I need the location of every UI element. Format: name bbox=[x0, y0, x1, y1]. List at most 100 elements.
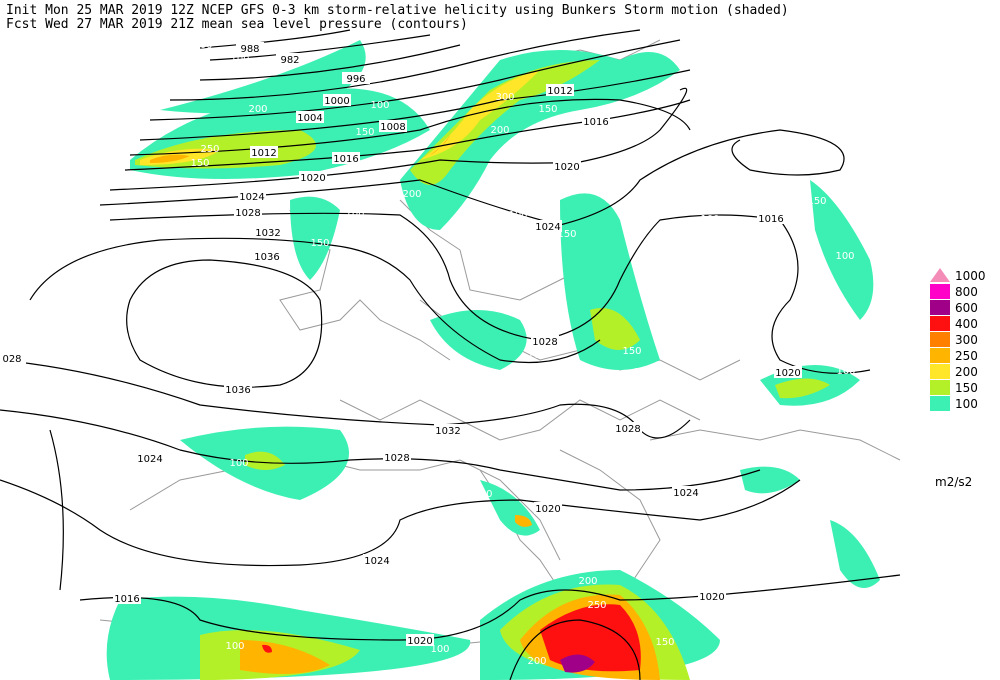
legend-swatch bbox=[930, 284, 950, 299]
label-background bbox=[406, 634, 434, 646]
isobar-label: 1024 bbox=[673, 488, 698, 499]
legend-label: 250 bbox=[955, 349, 978, 363]
label-background bbox=[614, 422, 642, 434]
helicity-label: 100 bbox=[700, 214, 719, 225]
isobar bbox=[199, 44, 461, 81]
helicity-area bbox=[515, 515, 532, 527]
coastline bbox=[559, 449, 661, 601]
isobar-label: 996 bbox=[346, 74, 365, 85]
helicity-label: 150 bbox=[557, 229, 576, 240]
legend-unit: m2/s2 bbox=[935, 475, 972, 489]
helicity-label: 150 bbox=[310, 238, 329, 249]
label-background bbox=[0, 352, 26, 364]
label-background bbox=[299, 171, 327, 183]
label-background bbox=[224, 383, 252, 395]
isobar-label: 1020 bbox=[554, 162, 579, 173]
helicity-area bbox=[740, 466, 800, 494]
isobar-label: 1020 bbox=[300, 173, 325, 184]
helicity-area bbox=[560, 654, 595, 673]
helicity-area bbox=[590, 308, 640, 350]
isobar bbox=[126, 259, 323, 388]
helicity-label: 250 bbox=[200, 144, 219, 155]
legend-label: 400 bbox=[955, 317, 978, 331]
isobar-label: 1024 bbox=[364, 556, 389, 567]
legend-label: 800 bbox=[955, 285, 978, 299]
isobar-label: 1024 bbox=[535, 222, 560, 233]
helicity-label: 150 bbox=[655, 637, 674, 648]
helicity-area bbox=[420, 70, 540, 160]
legend-swatch bbox=[930, 380, 950, 395]
helicity-label: 150 bbox=[622, 346, 641, 357]
helicity-label: 100 bbox=[825, 349, 844, 360]
coastline bbox=[399, 199, 601, 301]
legend-label: 1000 bbox=[955, 269, 986, 283]
helicity-area bbox=[830, 520, 880, 588]
isobar bbox=[79, 574, 901, 641]
isobar bbox=[49, 429, 64, 591]
helicity-label: 300 bbox=[495, 92, 514, 103]
helicity-label: 200 bbox=[193, 40, 212, 51]
label-background bbox=[546, 84, 574, 96]
legend-swatch bbox=[930, 316, 950, 331]
legend-swatch bbox=[930, 300, 950, 315]
isobar bbox=[0, 479, 801, 567]
isobar-label: 1028 bbox=[384, 453, 409, 464]
helicity-area bbox=[810, 180, 874, 320]
helicity-label: 100 bbox=[835, 251, 854, 262]
isobar bbox=[109, 87, 688, 191]
legend-label: 600 bbox=[955, 301, 978, 315]
isobar-label: 1036 bbox=[254, 252, 279, 263]
label-background bbox=[534, 220, 562, 232]
legend-swatch bbox=[930, 396, 950, 411]
label-background bbox=[323, 94, 351, 106]
label-background bbox=[254, 226, 282, 238]
helicity-label: 100 bbox=[633, 367, 652, 378]
isobar-label: 1012 bbox=[251, 148, 276, 159]
helicity-label: 150 bbox=[807, 196, 826, 207]
isobar-label: 988 bbox=[240, 44, 259, 55]
helicity-label: 250 bbox=[587, 600, 606, 611]
helicity-area bbox=[410, 60, 600, 185]
helicity-label: 100 bbox=[229, 458, 248, 469]
isobar-label: 028 bbox=[2, 354, 21, 365]
isobar-label: 1020 bbox=[407, 636, 432, 647]
helicity-label: 100 bbox=[225, 641, 244, 652]
isobars bbox=[0, 29, 901, 680]
helicity-label: 100 bbox=[430, 644, 449, 655]
helicity-area bbox=[160, 40, 366, 114]
helicity-label: 150 bbox=[460, 205, 479, 216]
label-background bbox=[698, 590, 726, 602]
isobar-label: 1028 bbox=[615, 424, 640, 435]
label-background bbox=[238, 190, 266, 202]
isobar-label: 1024 bbox=[239, 192, 264, 203]
label-background bbox=[534, 502, 562, 514]
helicity-area bbox=[400, 50, 680, 230]
helicity-label: 200 bbox=[490, 125, 509, 136]
legend-swatch bbox=[930, 332, 950, 347]
isobar bbox=[99, 129, 845, 226]
helicity-area bbox=[560, 193, 660, 370]
isobar-label: 1028 bbox=[235, 208, 260, 219]
helicity-label: 150 bbox=[473, 489, 492, 500]
helicity-label: 200 bbox=[248, 104, 267, 115]
legend-swatch bbox=[930, 268, 950, 282]
helicity-label: 100 bbox=[732, 543, 751, 554]
header-line: Init Mon 25 MAR 2019 12Z NCEP GFS 0-3 km… bbox=[6, 3, 789, 18]
isobar-label: 1008 bbox=[380, 122, 405, 133]
label-background bbox=[276, 53, 304, 65]
coastline bbox=[649, 429, 901, 461]
helicity-area bbox=[150, 154, 190, 163]
legend-label: 100 bbox=[955, 397, 978, 411]
label-background bbox=[672, 486, 700, 498]
isobar-label: 1032 bbox=[435, 426, 460, 437]
label-background bbox=[136, 452, 164, 464]
label-background bbox=[250, 146, 278, 158]
isobar bbox=[509, 619, 641, 680]
isobar bbox=[109, 212, 871, 374]
isobar-label: 1000 bbox=[324, 96, 349, 107]
label-background bbox=[363, 554, 391, 566]
isobar-label: 1012 bbox=[547, 86, 572, 97]
isobar bbox=[169, 29, 641, 101]
